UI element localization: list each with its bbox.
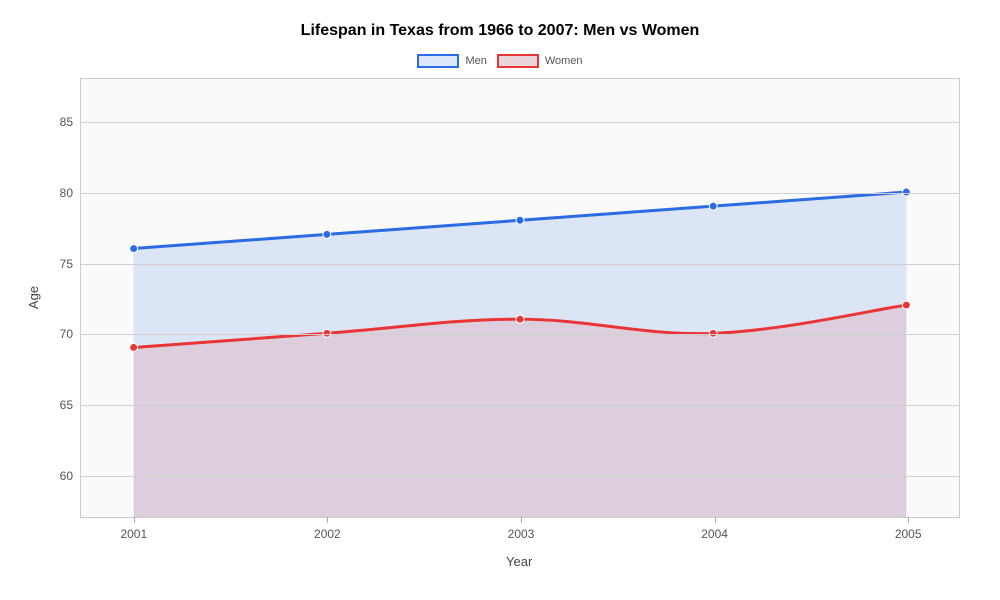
x-tick-label: 2003 [508,527,535,541]
grid-line [81,122,959,123]
x-tick [134,517,135,523]
plot-svg [81,79,959,517]
grid-line [81,264,959,265]
data-point [130,245,138,253]
x-tick [908,517,909,523]
plot-area: 60657075808520012002200320042005 [80,78,960,518]
data-point [130,343,138,351]
data-point [516,216,524,224]
x-axis-label: Year [506,554,532,569]
x-tick [327,517,328,523]
legend-swatch-men [417,54,459,68]
grid-line [81,334,959,335]
grid-line [81,193,959,194]
data-point [709,202,717,210]
legend-item-women: Women [497,54,583,68]
legend-swatch-women [497,54,539,68]
data-point [516,315,524,323]
y-axis-label: Age [26,286,41,309]
y-tick-label: 70 [60,327,73,341]
grid-line [81,476,959,477]
legend-label-men: Men [465,55,486,67]
grid-line [81,405,959,406]
x-tick-label: 2005 [895,527,922,541]
chart-container: Lifespan in Texas from 1966 to 2007: Men… [0,0,1000,600]
chart-title: Lifespan in Texas from 1966 to 2007: Men… [0,22,1000,40]
x-tick-label: 2001 [120,527,147,541]
data-point [709,329,717,337]
legend-label-women: Women [545,55,583,67]
y-tick-label: 75 [60,257,73,271]
chart-legend: Men Women [0,54,1000,68]
y-tick-label: 65 [60,398,73,412]
x-tick [521,517,522,523]
x-tick-label: 2004 [701,527,728,541]
y-tick-label: 85 [60,115,73,129]
y-tick-label: 80 [60,186,73,200]
legend-item-men: Men [417,54,486,68]
data-point [902,301,910,309]
x-tick-label: 2002 [314,527,341,541]
data-point [323,230,331,238]
y-tick-label: 60 [60,469,73,483]
data-point [323,329,331,337]
x-tick [715,517,716,523]
